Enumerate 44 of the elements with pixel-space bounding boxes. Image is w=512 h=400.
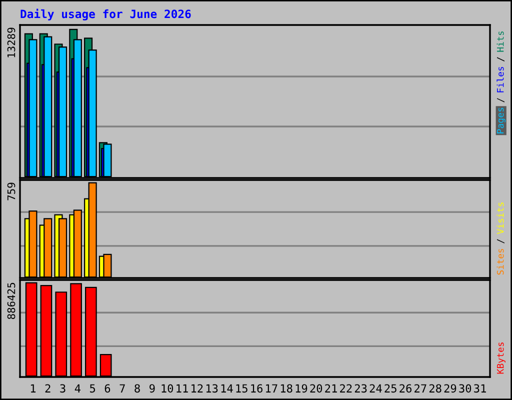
x-tick-label: 29 [444,384,456,393]
x-tick-label: 26 [400,384,412,393]
x-tick-label: 19 [296,384,308,393]
text: 886425 [7,282,16,320]
text: KBytes [497,342,506,374]
x-tick-label: 25 [384,384,396,393]
x-tick-label: 30 [459,384,472,393]
text: 13289 [7,28,16,58]
x-tick-label: 8 [134,384,140,393]
text: Visits [496,202,504,234]
chart-title: Daily usage for June 2026 [20,8,191,20]
x-tick-label: 6 [104,384,110,393]
text: / [497,239,504,244]
x-tick-label: 20 [310,384,322,393]
text: Sites [496,248,504,275]
x-tick-label: 9 [150,384,155,393]
x-tick-label: 2 [45,384,50,392]
x-tick-label: 27 [414,384,426,392]
x-tick-label: 1 [30,384,36,392]
x-tick-label: 14 [221,384,233,392]
x-tick-label: 10 [162,384,174,393]
x-tick-label: 28 [429,384,442,393]
x-tick-label: 11 [176,384,188,392]
x-tick-label: 21 [325,384,337,392]
x-tick-label: 17 [266,384,278,392]
x-tick-label: 3 [60,384,66,393]
x-tick-label: 12 [192,384,203,392]
text: / [497,98,504,102]
text: 759 [7,182,16,200]
text: Hits [496,31,504,52]
x-tick-label: 16 [251,384,262,393]
text: / [497,57,504,62]
x-tick-label: 15 [236,384,248,393]
text: Pages [496,108,506,134]
text: Files [496,66,504,92]
x-tick-label: 5 [90,384,96,393]
x-tick-label: 22 [340,384,352,392]
x-tick-label: 31 [474,384,486,393]
x-tick-label: 13 [206,384,218,393]
x-tick-label: 7 [120,384,125,392]
x-tick-label: 18 [280,384,292,393]
x-tick-label: 24 [370,384,382,392]
x-tick-label: 4 [74,384,80,392]
x-tick-label: 23 [354,384,367,393]
